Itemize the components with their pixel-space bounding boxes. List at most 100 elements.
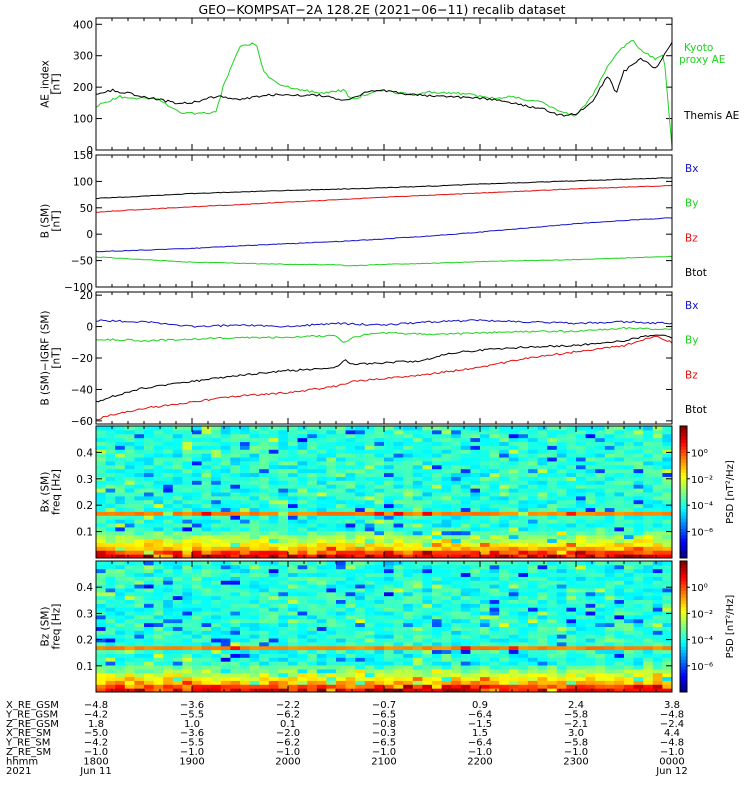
psd-cell — [460, 657, 471, 662]
psd-cell — [364, 584, 375, 589]
psd-cell — [576, 641, 587, 647]
psd-cell — [192, 645, 203, 651]
psd-cell — [518, 542, 529, 547]
psd-cell — [144, 638, 155, 643]
psd-cell — [153, 580, 164, 585]
psd-cell — [211, 441, 222, 446]
psd-cell — [556, 599, 567, 604]
psd-cell — [412, 611, 423, 616]
psd-cell — [134, 503, 145, 509]
psd-cell — [537, 433, 548, 439]
psd-cell — [153, 507, 164, 512]
psd-cell — [633, 603, 644, 608]
psd-cell — [412, 519, 423, 524]
psd-cell — [182, 503, 193, 509]
psd-cell — [163, 649, 174, 654]
psd-cell — [163, 526, 174, 532]
psd-cell — [124, 534, 135, 540]
psd-cell — [585, 437, 596, 443]
psd-cell — [566, 622, 577, 627]
psd-cell — [489, 684, 500, 689]
psd-cell — [297, 607, 308, 612]
psd-cell — [240, 433, 251, 439]
psd-cell — [192, 503, 203, 509]
psd-cell — [96, 626, 107, 631]
psd-cell — [230, 449, 241, 454]
psd-cell — [480, 542, 491, 547]
psd-cell — [192, 622, 203, 627]
psd-cell — [230, 546, 241, 551]
psd-cell — [124, 668, 135, 674]
psd-cell — [537, 468, 548, 474]
psd-cell — [595, 480, 606, 485]
psd-cell — [211, 484, 222, 489]
psd-cell — [547, 680, 558, 685]
psd-cell — [528, 611, 539, 616]
psd-cell — [105, 595, 116, 601]
psd-cell — [268, 437, 279, 443]
psd-cell — [268, 538, 279, 543]
psd-cell — [633, 472, 644, 477]
psd-cell — [182, 676, 193, 681]
psd-cell — [172, 511, 183, 516]
psd-cell — [624, 523, 635, 528]
psd-cell — [220, 564, 231, 570]
psd-cell — [336, 684, 347, 689]
psd-cell — [595, 672, 606, 678]
psd-cell — [604, 591, 615, 597]
psd-cell — [393, 433, 404, 439]
psd-cell — [547, 507, 558, 512]
psd-cell — [307, 580, 318, 585]
psd-cell — [326, 449, 337, 454]
psd-cell — [172, 641, 183, 647]
psd-cell — [451, 622, 462, 627]
psd-cell — [297, 499, 308, 505]
psd-cell — [537, 484, 548, 489]
psd-cell — [614, 668, 625, 674]
psd-cell — [259, 546, 270, 551]
psd-cell — [230, 503, 241, 509]
psd-cell — [604, 433, 615, 439]
psd-cell — [451, 595, 462, 601]
psd-cell — [96, 437, 107, 443]
psd-cell — [182, 472, 193, 477]
psd-cell — [105, 507, 116, 512]
psd-cell — [316, 661, 327, 666]
psd-cell — [508, 653, 519, 658]
psd-cell — [422, 511, 433, 516]
psd-cell — [537, 507, 548, 512]
orbit-value: −1.5 — [468, 719, 492, 730]
psd-cell — [384, 584, 395, 589]
psd-cell — [105, 519, 116, 524]
psd-cell — [192, 684, 203, 689]
psd-cell — [163, 515, 174, 520]
psd-cell — [633, 665, 644, 670]
psd-cell — [326, 572, 337, 577]
psd-cell — [403, 638, 414, 643]
colorbar-cell — [680, 505, 687, 509]
psd-cell — [537, 595, 548, 601]
psd-cell — [460, 515, 471, 520]
psd-cell — [643, 653, 654, 658]
colorbar-cell — [680, 462, 687, 467]
psd-cell — [230, 464, 241, 470]
psd-cell — [144, 603, 155, 608]
psd-cell — [585, 665, 596, 670]
psd-cell — [624, 603, 635, 608]
psd-cell — [384, 688, 395, 693]
psd-cell — [163, 538, 174, 543]
psd-cell — [432, 441, 443, 446]
psd-cell — [441, 618, 452, 624]
psd-cell — [105, 572, 116, 577]
psd-cell — [134, 576, 145, 581]
psd-cell — [182, 665, 193, 670]
psd-cell — [172, 668, 183, 674]
psd-cell — [585, 649, 596, 654]
psd-cell — [480, 453, 491, 458]
psd-cell — [374, 488, 385, 493]
psd-cell — [451, 453, 462, 458]
psd-cell — [297, 457, 308, 462]
psd-cell — [595, 580, 606, 585]
psd-cell — [153, 457, 164, 462]
psd-cell — [124, 587, 135, 593]
